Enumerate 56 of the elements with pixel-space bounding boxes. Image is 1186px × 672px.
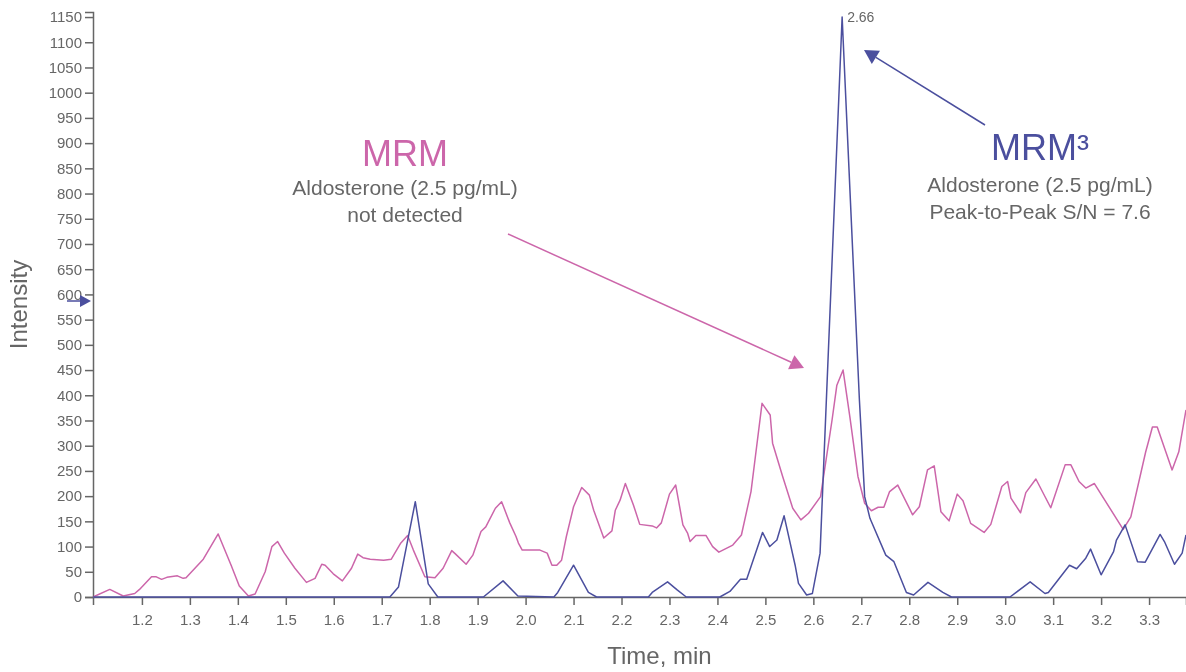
x-tick-label: 2.5: [755, 610, 777, 628]
y-tick-label: 700: [56, 235, 82, 253]
y-tick-label: 1100: [49, 33, 82, 51]
y-tick-label: 1050: [48, 58, 82, 76]
text: MRM: [362, 133, 448, 174]
y-tick-label: 300: [56, 437, 82, 455]
y-tick-label: 1150: [49, 8, 82, 26]
y-tick-label: 800: [56, 184, 82, 202]
y-tick-label: 250: [56, 462, 82, 480]
y-tick-label: 1000: [48, 83, 82, 101]
x-tick-label: 2.4: [707, 610, 729, 628]
annotation: Aldosterone (2.5 pg/mL): [927, 173, 1153, 196]
x-axis-title: Time, min: [607, 642, 712, 669]
text: MRM³: [991, 127, 1089, 168]
x-tick-label: 2.0: [515, 610, 537, 628]
x-tick-label: 2.6: [803, 610, 825, 628]
y-tick-label: 650: [56, 260, 82, 278]
y-tick-label: 850: [56, 159, 82, 177]
x-tick-label: 2.2: [611, 610, 633, 628]
x-tick-label: 2.3: [659, 610, 681, 628]
annotation: Aldosterone (2.5 pg/mL): [292, 176, 518, 199]
y-tick-label: 900: [56, 134, 82, 152]
x-tick-label: 3.0: [995, 610, 1017, 628]
y-tick-label: 600: [56, 285, 82, 303]
y-tick-label: 500: [56, 336, 82, 354]
annotation: not detected: [347, 203, 463, 226]
annotation: 2.66: [847, 9, 875, 26]
y-axis-title: Intensity: [5, 259, 32, 350]
y-tick-label: 750: [56, 210, 82, 228]
y-tick-label: 550: [56, 310, 82, 328]
x-tick-label: 2.9: [947, 610, 969, 628]
line-series: [92, 369, 1186, 598]
y-tick-label: 450: [56, 361, 82, 379]
x-tick-label: 3.2: [1091, 610, 1113, 628]
x-tick-label: 3.3: [1139, 610, 1160, 628]
x-tick-label: 2.1: [563, 610, 585, 628]
y-tick-label: 950: [56, 109, 82, 127]
y-tick-label: 50: [65, 563, 82, 581]
x-tick-label: 1.9: [467, 610, 489, 628]
x-tick-label: 2.7: [851, 610, 873, 628]
y-tick-label: 200: [56, 487, 82, 505]
x-tick-label: 1.7: [371, 610, 393, 628]
y-tick-label: 400: [56, 386, 82, 404]
y-tick-label: 100: [56, 537, 82, 555]
x-tick-label: 2.8: [899, 610, 921, 628]
x-tick-label: 1.3: [179, 610, 201, 628]
x-tick-label: 3.1: [1043, 610, 1065, 628]
y-tick-label: 350: [56, 411, 82, 429]
x-tick-label: 1.8: [419, 610, 441, 628]
annotation: Peak-to-Peak S/N = 7.6: [929, 200, 1151, 223]
x-tick-label: 1.5: [275, 610, 297, 628]
x-tick-label: 1.2: [131, 610, 153, 628]
x-tick-label: 1.4: [227, 610, 249, 628]
x-tick-label: 1.6: [323, 610, 345, 628]
y-tick-label: 150: [56, 512, 82, 530]
y-tick-label: 0: [73, 588, 82, 606]
